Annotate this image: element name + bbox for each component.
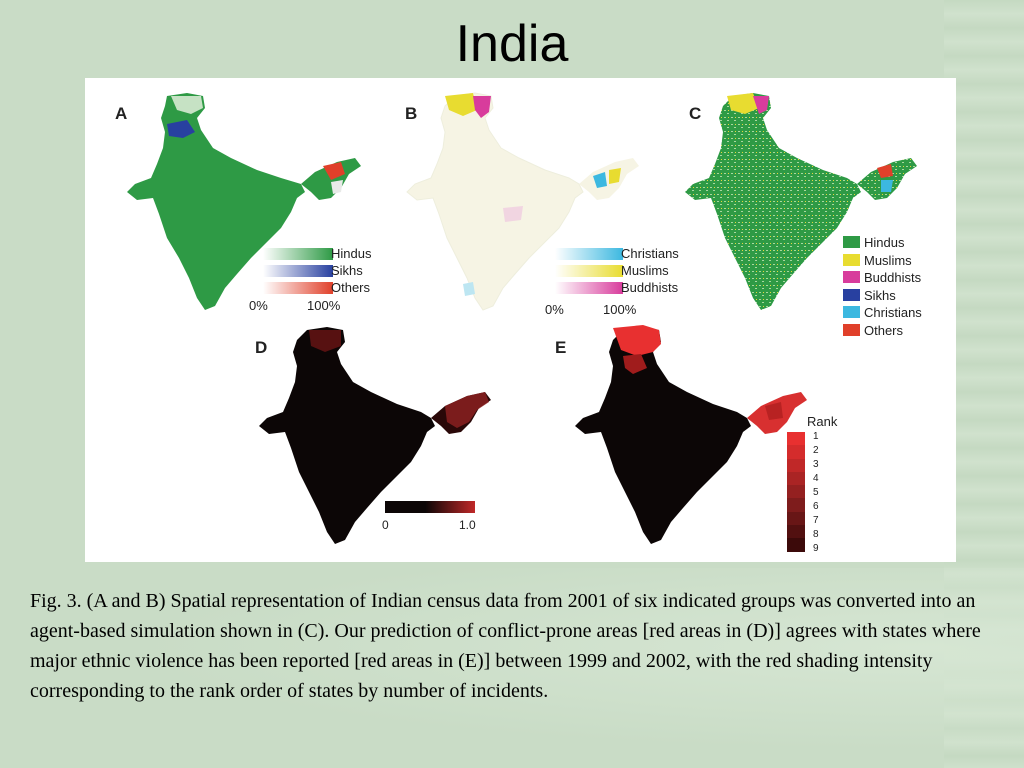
panel-b-map [406, 92, 639, 311]
scale-max-label: 100% [307, 298, 341, 313]
legend-label-christians: Christians [864, 305, 922, 320]
others-scale-bar [263, 282, 333, 294]
christians-scale-bar [555, 248, 623, 260]
legend-label-christians: Christians [621, 246, 679, 261]
legend-label-hindus: Hindus [864, 235, 905, 250]
panel-d-letter: D [255, 338, 268, 357]
scale-min-label: 0 [382, 518, 389, 532]
sikhs-scale-bar [263, 265, 333, 277]
panel-a-letter: A [115, 104, 128, 123]
panel-c-letter: C [689, 104, 702, 123]
hindus-scale-bar [263, 248, 333, 260]
rank-legend-title: Rank [807, 414, 838, 429]
rank-label: 2 [813, 445, 819, 456]
panel-b-letter: B [405, 104, 418, 123]
rank-label: 9 [813, 543, 819, 554]
legend-label-muslims: Muslims [864, 253, 912, 268]
prediction-scale-bar [385, 501, 475, 513]
rank-label: 6 [813, 501, 819, 512]
legend-swatch-buddhists [843, 271, 860, 283]
legend-swatch-hindus [843, 236, 860, 248]
slide-title: India [455, 15, 569, 73]
panel-e-map [575, 325, 807, 544]
legend-label-hindus: Hindus [331, 246, 372, 261]
rank-label: 8 [813, 529, 819, 540]
legend-swatch-christians [843, 306, 860, 318]
legend-label-sikhs: Sikhs [864, 288, 896, 303]
legend-swatch-sikhs [843, 289, 860, 301]
rank-scale-bar [787, 432, 805, 552]
legend-swatch-muslims [843, 254, 860, 266]
rank-label: 4 [813, 473, 819, 484]
scale-min-label: 0% [545, 302, 564, 317]
figure: A Hindus Sikhs Others 0% 100% B Christia… [85, 78, 956, 562]
scale-max-label: 100% [603, 302, 637, 317]
figure-caption: Fig. 3. (A and B) Spatial representation… [30, 590, 981, 702]
legend-swatch-others [843, 324, 860, 336]
scale-max-label: 1.0 [459, 518, 476, 532]
rank-label: 7 [813, 515, 819, 526]
legend-label-others: Others [331, 280, 371, 295]
rank-label: 5 [813, 487, 819, 498]
legend-label-sikhs: Sikhs [331, 263, 363, 278]
legend-label-buddhists: Buddhists [864, 270, 922, 285]
legend-label-buddhists: Buddhists [621, 280, 679, 295]
panel-a-map [127, 93, 361, 310]
panel-d-map [259, 327, 491, 544]
legend-label-muslims: Muslims [621, 263, 669, 278]
scale-min-label: 0% [249, 298, 268, 313]
decorative-background-pattern [0, 568, 1024, 768]
muslims-scale-bar [555, 265, 623, 277]
rank-label: 3 [813, 459, 819, 470]
buddhists-scale-bar [555, 282, 623, 294]
panel-e-letter: E [555, 338, 567, 357]
panel-c-map [685, 93, 917, 310]
legend-label-others: Others [864, 323, 904, 338]
rank-label: 1 [813, 431, 819, 442]
